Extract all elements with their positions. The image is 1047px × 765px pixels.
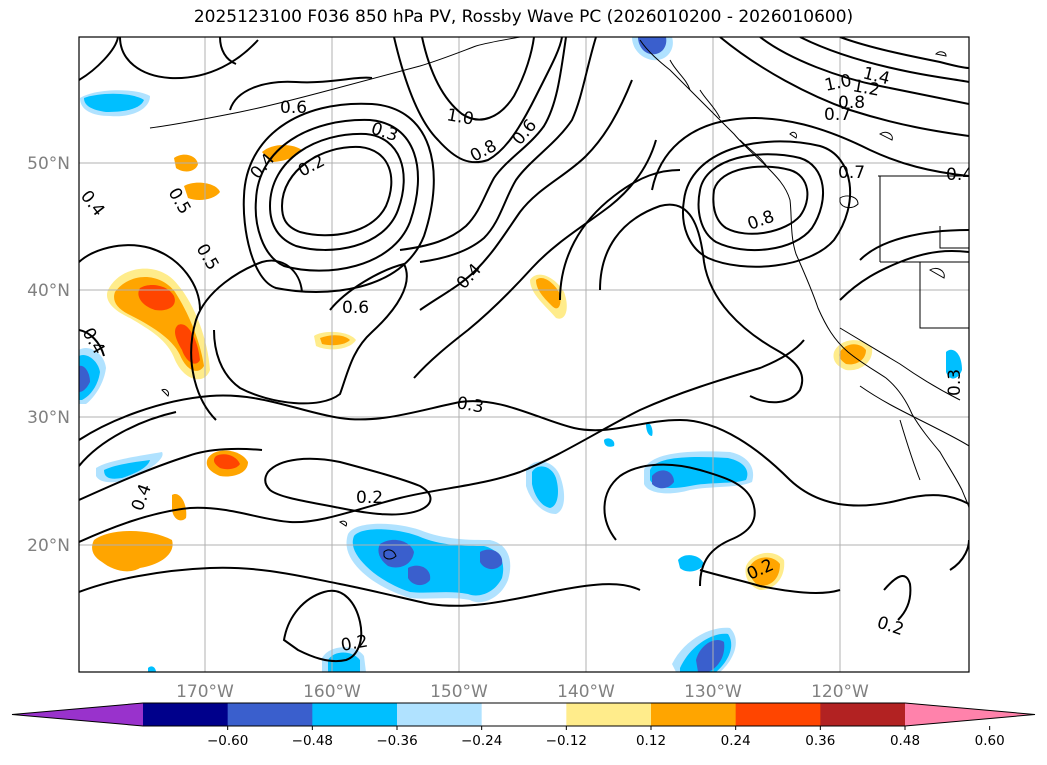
negative-anomaly bbox=[646, 423, 653, 436]
negative-anomaly bbox=[696, 640, 725, 672]
positive-anomaly bbox=[320, 335, 350, 346]
contour-label: 0.8 bbox=[838, 93, 865, 113]
negative-anomaly bbox=[678, 555, 704, 572]
lat-label: 50°N bbox=[27, 154, 70, 174]
longitude-labels: 170°W 160°W 150°W 140°W 130°W 120°W bbox=[176, 682, 869, 702]
colorbar-tick-label: 0.24 bbox=[721, 733, 751, 749]
colorbar-box bbox=[227, 703, 313, 726]
colorbar-tick-label: −0.12 bbox=[546, 733, 587, 749]
positive-anomaly bbox=[172, 494, 187, 521]
contour-label: 0.2 bbox=[339, 632, 369, 656]
negative-anomaly bbox=[79, 365, 90, 392]
lat-label: 40°N bbox=[27, 281, 70, 301]
lon-label: 130°W bbox=[684, 682, 742, 702]
colorbar-tick-label: 0.36 bbox=[805, 733, 835, 749]
positive-anomaly bbox=[213, 454, 240, 470]
contour-label: 1.2 bbox=[851, 76, 881, 100]
contour-label: 0.7 bbox=[824, 105, 851, 125]
positive-anomaly bbox=[536, 277, 561, 309]
colorbar-box bbox=[397, 703, 483, 726]
lon-label: 150°W bbox=[430, 682, 488, 702]
negative-anomaly bbox=[532, 466, 558, 508]
positive-anomaly bbox=[138, 284, 175, 311]
negative-anomaly bbox=[148, 666, 156, 672]
negative-anomaly bbox=[104, 460, 150, 479]
colorbar-extend-min bbox=[12, 703, 143, 726]
colorbar-box bbox=[820, 703, 906, 726]
colorbar-tick-label: 0.48 bbox=[890, 733, 920, 749]
contour-label: 0.7 bbox=[838, 163, 865, 183]
colorbar-tick-label: 0.60 bbox=[975, 733, 1005, 749]
negative-anomaly bbox=[652, 470, 674, 489]
colorbar-outline bbox=[11, 702, 1036, 727]
colorbar-tick-label: 0.12 bbox=[636, 733, 666, 749]
graticule bbox=[79, 37, 969, 672]
colorbar: −0.60 −0.48 −0.36 −0.24 −0.12 0.12 0.24 0.36 0.4… bbox=[11, 702, 1036, 749]
negative-anomaly bbox=[638, 37, 667, 55]
colorbar-tick-label: −0.48 bbox=[292, 733, 333, 749]
negative-anomaly bbox=[480, 549, 503, 570]
colorbar-box bbox=[312, 703, 398, 726]
positive-anomaly bbox=[175, 324, 200, 364]
negative-anomaly bbox=[408, 565, 431, 586]
positive-anomaly bbox=[839, 344, 866, 365]
colorbar-box bbox=[735, 703, 821, 726]
contour-label: 0.3 bbox=[455, 393, 485, 417]
contour-label: 0.3 bbox=[945, 369, 965, 396]
lon-label: 140°W bbox=[557, 682, 615, 702]
lon-label: 160°W bbox=[303, 682, 361, 702]
colorbar-box bbox=[481, 703, 567, 726]
contour-label: 0.6 bbox=[280, 98, 307, 118]
map-panel: 0.6 0.3 1.0 0.2 0.8 0.6 1.4 1.2 1.0 0.8 … bbox=[79, 37, 973, 672]
contour-label: 0.4 bbox=[946, 165, 973, 185]
positive-anomaly bbox=[749, 557, 780, 586]
negative-anomaly bbox=[946, 349, 962, 379]
coastlines bbox=[149, 37, 969, 560]
positive-anomaly bbox=[184, 182, 220, 200]
negative-anomaly bbox=[84, 93, 144, 112]
pv-contours bbox=[79, 37, 969, 662]
negative-anomaly bbox=[378, 539, 414, 568]
negative-anomaly bbox=[604, 438, 615, 447]
lon-label: 120°W bbox=[811, 682, 869, 702]
colorbar-tick-label: −0.60 bbox=[207, 733, 248, 749]
colorbar-box bbox=[566, 703, 652, 726]
lon-label: 170°W bbox=[176, 682, 234, 702]
latitude-labels: 50°N 40°N 30°N 20°N bbox=[27, 154, 70, 556]
map-title: 2025123100 F036 850 hPa PV, Rossby Wave … bbox=[193, 7, 854, 27]
colorbar-extend-max bbox=[905, 703, 1035, 726]
contour-label: 0.2 bbox=[356, 488, 383, 508]
colorbar-tick-label: −0.24 bbox=[461, 733, 502, 749]
contour-label: 0.6 bbox=[342, 298, 369, 318]
positive-anomaly bbox=[92, 531, 173, 572]
lat-label: 20°N bbox=[27, 536, 70, 556]
lat-label: 30°N bbox=[27, 408, 70, 428]
contour-label: 1.0 bbox=[445, 105, 475, 129]
colorbar-box bbox=[143, 703, 229, 726]
colorbar-tick-label: −0.36 bbox=[376, 733, 417, 749]
colorbar-box bbox=[651, 703, 737, 726]
map-frame bbox=[78, 36, 970, 673]
